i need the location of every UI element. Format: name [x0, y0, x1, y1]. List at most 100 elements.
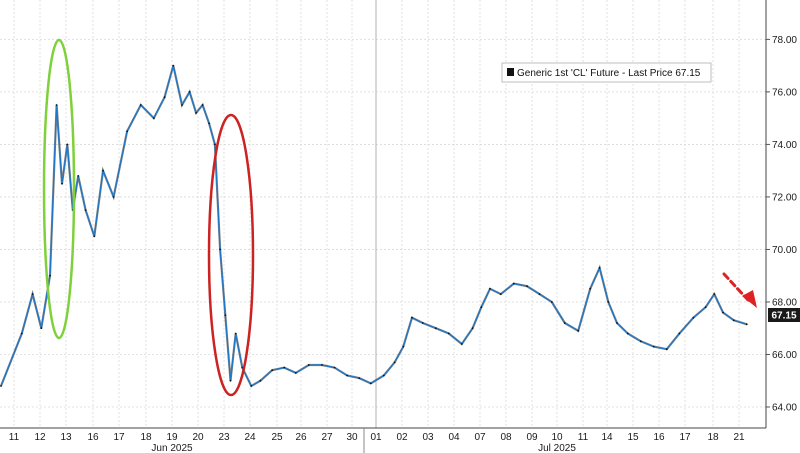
x-tick-label: 24	[244, 432, 256, 443]
price-point	[112, 196, 115, 198]
x-tick-label: 08	[500, 432, 512, 443]
price-point	[745, 323, 748, 326]
x-tick-label: 11	[578, 432, 589, 443]
price-point	[665, 348, 668, 351]
x-axis: 11 12 13 16 17 18 19 20 23 24 25 26 27 30 01 02 03 04 07 08…	[0, 427, 766, 453]
x-tick-label: 23	[218, 432, 230, 443]
month-label: Jun 2025	[151, 443, 193, 453]
price-point	[512, 282, 515, 285]
price-point	[563, 322, 566, 324]
price-point	[411, 316, 413, 319]
price-point	[333, 366, 336, 369]
price-point	[20, 332, 23, 335]
price-point	[393, 361, 396, 364]
x-tick-label: 03	[422, 432, 434, 443]
price-point	[283, 366, 286, 369]
price-point	[550, 301, 553, 303]
x-tick-label: 21	[733, 432, 745, 443]
price-point	[421, 322, 424, 324]
x-tick-label: 30	[346, 432, 358, 443]
x-tick-label: 25	[271, 432, 283, 443]
price-point	[84, 209, 87, 212]
price-point	[616, 322, 618, 324]
price-point	[163, 96, 166, 99]
price-point	[382, 374, 385, 377]
price-point	[598, 266, 601, 269]
price-point	[66, 143, 69, 146]
price-point	[538, 293, 541, 295]
x-tick-label: 19	[166, 432, 178, 443]
price-point	[639, 340, 642, 343]
price-point	[40, 327, 43, 330]
price-point	[589, 287, 592, 290]
price-point	[577, 329, 580, 332]
price-point	[732, 319, 735, 322]
green-ellipse	[42, 38, 76, 340]
price-point	[434, 327, 437, 330]
x-tick-label: 04	[448, 432, 460, 443]
y-tick-label: 78.00	[772, 35, 797, 46]
price-point	[188, 91, 191, 93]
arrow-head	[742, 290, 757, 308]
x-tick-label: 27	[321, 432, 333, 443]
x-tick-label: 02	[396, 432, 408, 443]
x-tick-label: 26	[295, 432, 307, 443]
price-point	[526, 285, 528, 288]
price-point	[55, 104, 58, 106]
price-point	[704, 306, 707, 309]
price-point	[224, 314, 227, 316]
price-point	[678, 332, 681, 335]
price-point	[499, 293, 502, 295]
price-point	[229, 379, 232, 382]
y-axis: 64.00 66.00 68.00 70.00 72.00 74.00 76.00 78.00	[765, 0, 797, 428]
price-point	[471, 327, 474, 330]
legend: Generic 1st 'CL' Future - Last Price 67.…	[501, 62, 712, 83]
price-point	[219, 248, 222, 251]
legend-label: Generic 1st 'CL' Future - Last Price 67.…	[517, 68, 701, 79]
price-point	[61, 182, 63, 185]
x-tick-label: 13	[60, 432, 72, 443]
price-point	[307, 364, 310, 366]
x-tick-label: 16	[653, 432, 665, 443]
price-point	[93, 235, 96, 238]
x-tick-label: 07	[474, 432, 486, 443]
price-point	[713, 293, 716, 295]
price-point	[102, 169, 104, 172]
price-point	[181, 104, 183, 106]
price-point	[139, 104, 142, 106]
x-tick-label: 20	[192, 432, 204, 443]
price-point	[460, 343, 463, 345]
price-point	[0, 385, 2, 387]
price-point	[201, 104, 204, 106]
legend-swatch	[507, 68, 514, 76]
price-point	[259, 379, 262, 382]
price-point	[77, 175, 80, 177]
last-price-tag: 67.15	[768, 308, 800, 322]
price-point	[294, 372, 297, 374]
price-point	[489, 287, 491, 290]
y-tick-label: 72.00	[772, 192, 797, 203]
x-tick-label: 17	[679, 432, 691, 443]
x-tick-label: 18	[707, 432, 719, 443]
price-point	[208, 122, 211, 125]
price-point	[480, 306, 483, 309]
x-tick-label: 10	[551, 432, 563, 443]
x-tick-label: 01	[370, 432, 382, 443]
price-point	[234, 332, 237, 335]
price-point	[722, 311, 724, 314]
y-tick-label: 64.00	[772, 402, 797, 413]
month-label: Jul 2025	[538, 443, 576, 453]
price-point	[172, 64, 175, 67]
y-tick-label: 74.00	[772, 140, 797, 151]
price-point	[195, 112, 198, 114]
y-tick-label: 66.00	[772, 350, 797, 361]
price-series	[0, 64, 748, 388]
annotations	[42, 38, 757, 397]
grid-lines	[0, 0, 766, 428]
x-tick-label: 09	[526, 432, 538, 443]
y-tick-label: 76.00	[772, 87, 797, 98]
price-point	[31, 293, 34, 295]
price-point	[358, 377, 361, 379]
price-point	[607, 301, 610, 303]
